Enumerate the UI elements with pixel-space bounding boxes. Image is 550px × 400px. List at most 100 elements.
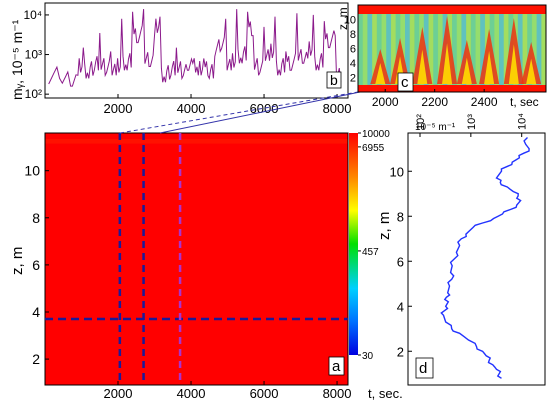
panel-a: 2000 4000 6000 8000 2 4 6 8 10 z, m a 10000 6955… <box>9 129 390 400</box>
panel-c-xlabel: t, sec <box>510 95 539 109</box>
panel-c-x-tick-label: 2000 <box>372 95 399 109</box>
panel-c-column <box>536 5 542 92</box>
panel-d-x-tick-label: 10⁴ <box>517 113 529 130</box>
panel-c-column <box>400 5 406 92</box>
panel-b-x-ticks: 2000 4000 6000 8000 <box>104 94 352 116</box>
colorbar-ticks: 10000 6955 457 30 <box>358 129 390 362</box>
panel-c-column <box>428 5 434 92</box>
panel-a-heatmap <box>45 133 348 385</box>
panel-a-y-tick-label: 10 <box>24 163 40 179</box>
panel-d-y-tick-label: 6 <box>397 254 404 269</box>
zoom-connectors <box>119 91 361 134</box>
panel-b-y-tick-label: 10⁴ <box>23 8 42 22</box>
panel-c-peak-core <box>417 49 428 84</box>
panel-a-x-tick-label: 4000 <box>177 386 206 400</box>
panel-c-peak-core <box>442 43 453 84</box>
panel-c-column <box>456 5 462 92</box>
panel-c-x-ticks: 2000 2200 2400 <box>372 89 498 109</box>
panel-a-y-tick-label: 8 <box>32 210 40 226</box>
panel-d-series <box>440 137 530 379</box>
panel-c-x-tick-label: 2200 <box>421 95 448 109</box>
panel-c-column <box>494 5 500 92</box>
panel-a-x-tick-label: 6000 <box>250 386 279 400</box>
panel-d-y-tick-label: 4 <box>397 299 404 314</box>
panel-c-y-tick-label: 2 <box>350 73 356 85</box>
panel-d-frame <box>407 132 546 386</box>
panel-c-column <box>423 5 429 92</box>
panel-b-line <box>48 9 342 87</box>
panel-c-heatmap <box>358 5 546 92</box>
panel-a-dashed-lines <box>45 133 348 385</box>
panel-c-bottom-band <box>358 85 546 92</box>
panel-c-peak-core <box>508 44 519 84</box>
colorbar-tick-label: 6955 <box>362 143 385 154</box>
panel-d-y-tick-label: 2 <box>397 344 404 359</box>
panel-c-ylabel: z, m <box>336 7 350 30</box>
colorbar-tick-label: 457 <box>362 247 379 258</box>
panel-c-column <box>367 5 373 92</box>
panel-a-label-box <box>328 356 345 376</box>
panel-a-surface <box>45 133 348 139</box>
panel-c-y-tick-label: 4 <box>350 58 356 70</box>
panel-c-column <box>517 5 523 92</box>
panel-b-label: b <box>330 72 338 88</box>
panel-d-y-tick-label: 10 <box>390 164 404 179</box>
panel-d-ylabel: z, m <box>376 212 393 240</box>
panel-a-y-tick-label: 6 <box>32 257 40 273</box>
panel-c-column <box>480 5 486 92</box>
panel-b-y-ticks: 10² 10³ 10⁴ <box>23 8 49 101</box>
panel-d-y-tick-label: 8 <box>397 209 404 224</box>
panel-c-column <box>470 5 476 92</box>
panel-c-column <box>437 5 444 92</box>
panel-c-column <box>461 5 467 92</box>
panel-c-peak-core <box>526 58 537 84</box>
panel-c-top-band <box>358 5 546 14</box>
panel-c-column <box>531 5 538 92</box>
panel-c-column <box>376 5 382 92</box>
panel-b-y-tick-label: 10² <box>25 87 42 101</box>
panel-a-x-tick-label: 8000 <box>323 386 352 400</box>
panel-c-label: c <box>401 74 409 91</box>
panel-b-series <box>48 9 342 87</box>
panel-c: 2000 2200 2400 2 4 6 8 10 z, m t, sec c <box>336 4 547 109</box>
panel-a-x-ticks: 2000 4000 6000 8000 <box>104 381 352 400</box>
panel-c-peak-core <box>375 63 386 84</box>
panel-d-x-ticks: 10² 10³ 10⁴ <box>415 113 529 137</box>
zoom-connector-right <box>159 91 361 134</box>
panel-a-label: a <box>332 358 341 375</box>
panel-c-column <box>503 5 509 92</box>
panel-d-xunit: 10⁻⁵ m⁻¹ <box>415 122 456 133</box>
panel-c-column <box>409 5 415 92</box>
panel-c-y-ticks: 2 4 6 8 10 <box>344 15 356 85</box>
panel-d-line <box>440 137 530 379</box>
panel-c-column <box>475 5 481 92</box>
panel-a-y-ticks: 2 4 6 8 10 <box>24 163 49 367</box>
panel-c-x-tick-label: 2400 <box>471 95 498 109</box>
time-axis-label: t, sec. <box>368 386 403 400</box>
panel-c-column <box>381 5 387 92</box>
panel-c-column <box>358 5 364 92</box>
panel-a-y-tick-label: 2 <box>32 351 40 367</box>
panel-c-column <box>522 5 528 92</box>
panel-c-frame <box>357 4 547 93</box>
panel-d-label: d <box>419 360 427 377</box>
panel-a-ylabel: z, m <box>9 247 26 275</box>
panel-c-column <box>452 5 458 92</box>
panel-b-label-box <box>326 71 342 89</box>
panel-c-y-tick-label: 6 <box>350 44 356 56</box>
colorbar-tick-label: 10000 <box>362 129 390 140</box>
panel-d-x-tick-label: 10² <box>415 114 427 130</box>
panel-c-column <box>499 5 505 92</box>
panel-c-column <box>390 5 397 92</box>
panel-c-column <box>362 5 368 92</box>
colorbar-tick-label: 30 <box>362 351 374 362</box>
panel-b-x-tick-label: 8000 <box>323 101 352 116</box>
panel-d-y-ticks: 2 4 6 8 10 <box>390 164 412 359</box>
panel-d-label-box <box>415 357 434 379</box>
panel-c-y-tick-label: 10 <box>344 15 356 27</box>
panel-c-column <box>405 5 411 92</box>
panel-a-y-tick-label: 4 <box>32 304 40 320</box>
panel-a-bottom-red <box>45 143 348 385</box>
